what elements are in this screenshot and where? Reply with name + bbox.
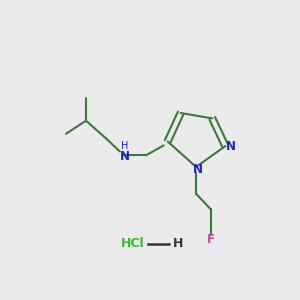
Text: N: N (226, 140, 236, 153)
Text: H: H (173, 237, 184, 250)
Text: N: N (193, 163, 202, 176)
Text: N: N (119, 150, 130, 164)
Text: F: F (207, 233, 215, 246)
Text: H: H (121, 141, 128, 151)
Text: HCl: HCl (120, 237, 144, 250)
